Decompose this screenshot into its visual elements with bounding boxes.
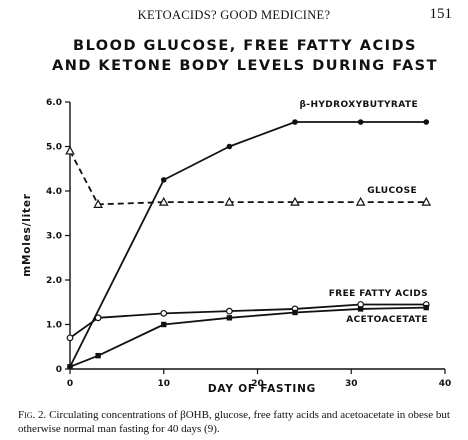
- data-point-glucose-2: [158, 196, 169, 206]
- data-point-acetoacetate-6: [423, 304, 429, 311]
- figure-caption: Fig. 2. Circulating concentrations of βO…: [18, 408, 458, 436]
- data-point-acetoacetate-0: [67, 364, 73, 370]
- series-label-beta-hydroxybutyrate: β-HYDROXYBUTYRATE: [299, 100, 418, 110]
- data-point-hydroxybutyrate-2: [226, 143, 233, 150]
- x-tick-label-10: 10: [157, 379, 170, 389]
- y-tick-label-1.0: 1.0: [46, 321, 62, 331]
- data-point-acetoacetate-5: [357, 306, 364, 312]
- data-point-glucose-3: [224, 196, 235, 206]
- data-point-free-fatty-acids-0: [66, 334, 74, 342]
- x-axis-label: DAY OF FASTING: [208, 383, 316, 395]
- page-header: KETOACIDS? GOOD MEDICINE? 151: [0, 6, 468, 26]
- series-label-free-fatty-acids: FREE FATTY ACIDS: [329, 289, 428, 299]
- chart-title-line-1: BLOOD GLUCOSE, FREE FATTY ACIDS: [73, 38, 417, 54]
- y-tick-label-6.0: 6.0: [46, 98, 62, 108]
- data-point-free-fatty-acids-1: [94, 314, 102, 322]
- x-tick-label-20: 20: [251, 379, 264, 389]
- data-point-hydroxybutyrate-4: [357, 119, 364, 125]
- y-tick-label-2.0: 2.0: [46, 276, 62, 286]
- data-point-glucose-5: [355, 196, 366, 206]
- data-point-acetoacetate-3: [226, 315, 233, 321]
- y-axis-label: mMoles/liter: [21, 193, 33, 277]
- data-point-free-fatty-acids-2: [160, 309, 168, 317]
- data-point-glucose-6: [421, 196, 432, 206]
- series-label-glucose: GLUCOSE: [367, 186, 417, 196]
- data-point-acetoacetate-1: [95, 352, 101, 359]
- running-head: KETOACIDS? GOOD MEDICINE?: [137, 8, 331, 22]
- figure-caption-text: Circulating concentrations of βOHB, gluc…: [18, 409, 450, 435]
- series-label-acetoacetate: ACETOACETATE: [346, 315, 428, 325]
- series-line-glucose: [69, 150, 427, 206]
- chart: BLOOD GLUCOSE, FREE FATTY ACIDS AND KETO…: [21, 38, 451, 395]
- y-tick-label-0: 0: [56, 365, 62, 375]
- y-tick-label-4.0: 4.0: [46, 187, 62, 197]
- data-point-acetoacetate-4: [292, 309, 298, 316]
- data-point-hydroxybutyrate-1: [160, 177, 167, 183]
- x-tick-label-0: 0: [67, 379, 73, 389]
- page-number: 151: [429, 6, 453, 22]
- x-tick-label-30: 30: [345, 379, 358, 389]
- data-point-hydroxybutyrate-5: [423, 119, 430, 125]
- series-layer: [65, 119, 432, 370]
- data-point-free-fatty-acids-3: [225, 307, 233, 315]
- y-tick-label-3.0: 3.0: [46, 232, 62, 242]
- data-point-acetoacetate-2: [161, 321, 167, 328]
- y-tick-label-5.0: 5.0: [46, 143, 62, 153]
- data-point-glucose-4: [290, 196, 300, 206]
- data-point-hydroxybutyrate-3: [292, 119, 298, 125]
- axis-ticks: 0 10 20 30 40 0 1.0 2.0 3.0 4.0 5.0 6.0: [46, 98, 451, 389]
- chart-title-line-2: AND KETONE BODY LEVELS DURING FAST: [52, 58, 438, 74]
- x-tick-label-40: 40: [439, 379, 452, 389]
- data-point-glucose-0: [65, 145, 75, 155]
- figure-caption-label: Fig. 2.: [18, 409, 47, 421]
- series-line-hydroxybutyrate: [69, 121, 427, 368]
- data-point-glucose-1: [93, 199, 103, 208]
